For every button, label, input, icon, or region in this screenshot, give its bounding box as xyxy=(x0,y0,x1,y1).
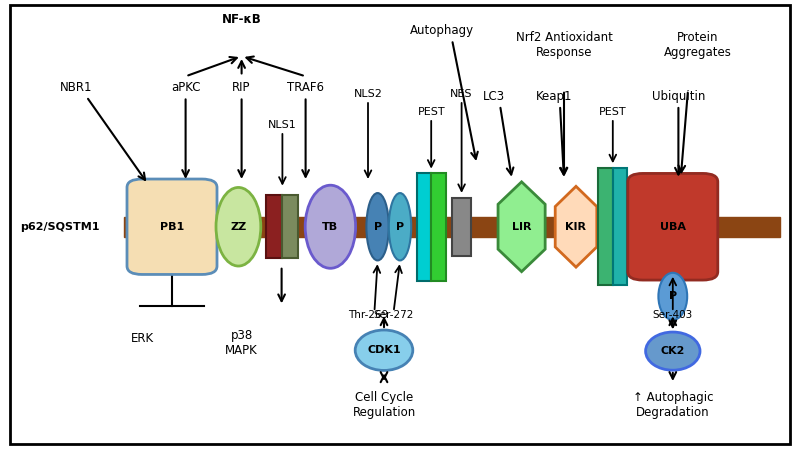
Text: NLS2: NLS2 xyxy=(354,89,382,99)
Text: CK2: CK2 xyxy=(661,346,685,356)
Text: NLS1: NLS1 xyxy=(268,120,297,130)
Text: Ser-403: Ser-403 xyxy=(653,310,693,320)
Text: NF-κB: NF-κB xyxy=(222,13,262,26)
Text: LC3: LC3 xyxy=(483,90,506,103)
Text: Keap1: Keap1 xyxy=(536,90,573,103)
Ellipse shape xyxy=(355,330,413,370)
Bar xyxy=(452,198,471,256)
Bar xyxy=(417,173,431,281)
Bar xyxy=(124,217,780,237)
Bar xyxy=(431,173,446,281)
Text: Autophagy: Autophagy xyxy=(410,24,474,37)
Ellipse shape xyxy=(389,193,411,260)
Text: aPKC: aPKC xyxy=(171,81,200,94)
Ellipse shape xyxy=(216,188,261,266)
Text: TRAF6: TRAF6 xyxy=(287,81,324,94)
Bar xyxy=(613,168,627,285)
Text: PB1: PB1 xyxy=(160,222,184,232)
Text: p62/SQSTM1: p62/SQSTM1 xyxy=(20,222,99,232)
Ellipse shape xyxy=(646,332,700,370)
Text: P: P xyxy=(669,291,677,301)
Text: P: P xyxy=(396,222,404,232)
Text: PEST: PEST xyxy=(418,107,445,117)
Ellipse shape xyxy=(306,185,355,269)
Text: KIR: KIR xyxy=(566,222,586,232)
Text: NBR1: NBR1 xyxy=(60,81,92,94)
Text: ↑ Autophagic
Degradation: ↑ Autophagic Degradation xyxy=(633,391,713,418)
Text: Ubiquitin: Ubiquitin xyxy=(652,90,705,103)
Ellipse shape xyxy=(366,193,389,260)
Text: Nrf2 Antioxidant
Response: Nrf2 Antioxidant Response xyxy=(515,31,613,59)
Text: UBA: UBA xyxy=(660,222,686,232)
Bar xyxy=(598,168,613,285)
Text: LIR: LIR xyxy=(512,222,531,232)
FancyBboxPatch shape xyxy=(127,179,217,274)
Text: ZZ: ZZ xyxy=(230,222,246,232)
Text: Thr-269: Thr-269 xyxy=(348,310,388,320)
Text: NES: NES xyxy=(450,89,473,99)
Text: P: P xyxy=(374,222,382,232)
Bar xyxy=(266,195,282,258)
Text: ERK: ERK xyxy=(131,332,154,345)
Text: Protein
Aggregates: Protein Aggregates xyxy=(664,31,731,59)
Text: PEST: PEST xyxy=(599,107,626,117)
Text: CDK1: CDK1 xyxy=(367,345,401,355)
Text: Ser-272: Ser-272 xyxy=(374,310,414,320)
FancyBboxPatch shape xyxy=(628,173,718,280)
Text: TB: TB xyxy=(322,222,338,232)
Text: Cell Cycle
Regulation: Cell Cycle Regulation xyxy=(352,391,416,418)
Text: p38
MAPK: p38 MAPK xyxy=(226,329,258,357)
Polygon shape xyxy=(555,186,597,267)
Ellipse shape xyxy=(658,273,687,320)
Text: RIP: RIP xyxy=(232,81,251,94)
Polygon shape xyxy=(498,182,545,272)
Bar xyxy=(282,195,298,258)
